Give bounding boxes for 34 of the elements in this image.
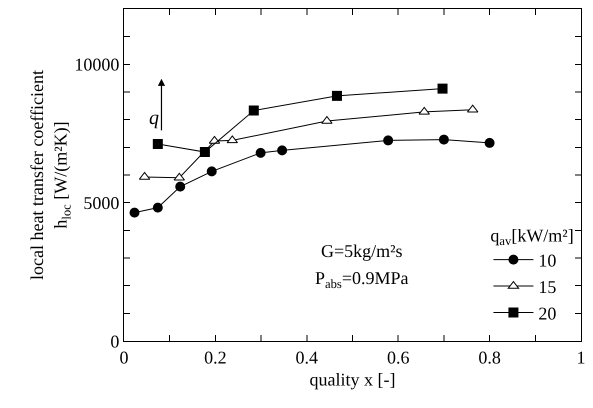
annotation: P$_{abs}$=0.9MPa xyxy=(315,268,408,291)
point xyxy=(130,208,140,218)
legend-label: 20 xyxy=(538,303,556,324)
point xyxy=(226,135,238,144)
annotation: G=5kg/m²s xyxy=(321,241,403,261)
point xyxy=(248,106,259,116)
x-tick-label: 0.2 xyxy=(204,348,227,368)
point xyxy=(174,172,185,181)
y-tick-label: 10000 xyxy=(74,54,120,75)
point xyxy=(152,202,163,213)
point xyxy=(438,84,448,94)
annotation: q xyxy=(149,107,159,129)
point xyxy=(175,182,186,192)
x-tick-label: 1 xyxy=(576,348,586,368)
x-tick-label: 0.4 xyxy=(296,348,318,368)
point xyxy=(256,148,266,158)
x-axis-title: quality x [-] xyxy=(310,370,396,390)
point xyxy=(206,166,217,176)
point xyxy=(418,106,430,115)
legend-label: 15 xyxy=(538,277,556,298)
point xyxy=(277,145,288,156)
point xyxy=(332,90,342,101)
y-tick-label: 0 xyxy=(110,331,120,352)
point xyxy=(484,138,495,148)
y-tick-label: 5000 xyxy=(83,192,120,213)
legend-label: 10 xyxy=(538,250,556,271)
point xyxy=(152,139,163,150)
point xyxy=(200,147,210,158)
point xyxy=(438,134,449,145)
legend-title: q$_{av}$[kW/m²] xyxy=(490,225,574,248)
x-tick-label: 0.8 xyxy=(478,348,501,368)
point xyxy=(383,135,394,146)
x-tick-label: 0.6 xyxy=(386,348,410,368)
point xyxy=(138,172,150,180)
